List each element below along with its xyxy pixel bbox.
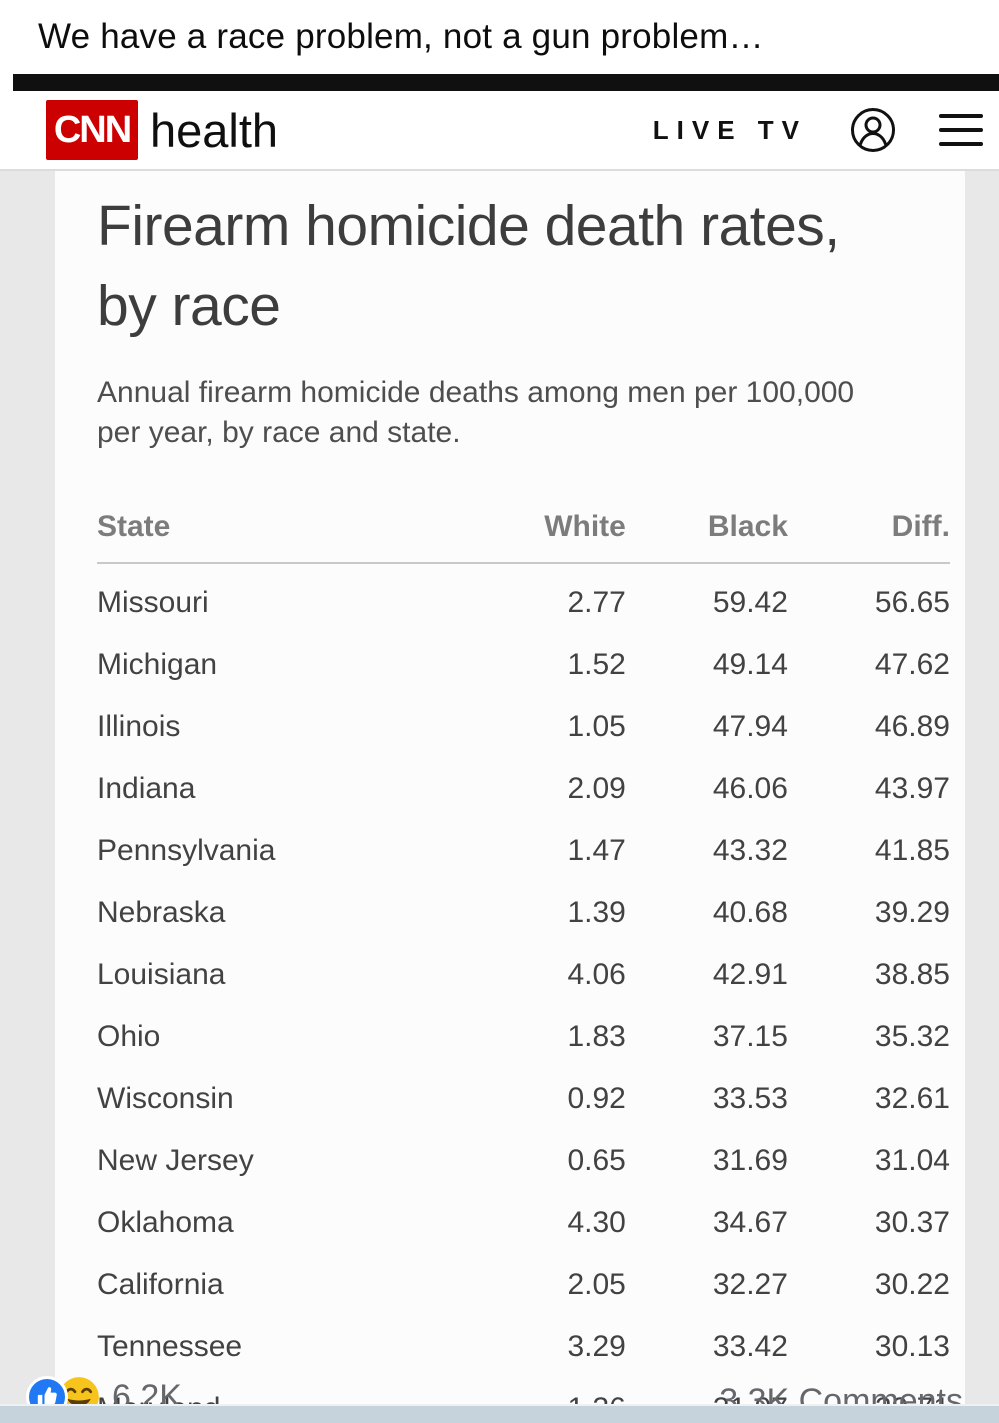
table-row: Nebraska 1.39 40.68 39.29 <box>97 882 950 944</box>
bottom-bar <box>0 1404 999 1423</box>
article-title: Firearm homicide death rates, by race <box>97 194 840 338</box>
white-rate-cell: 2.09 <box>567 772 626 806</box>
diff-cell: 39.29 <box>874 896 950 930</box>
state-cell: California <box>97 1268 224 1302</box>
white-rate-cell: 1.05 <box>567 710 626 744</box>
black-rate-cell: 59.42 <box>712 586 788 620</box>
article-area: Firearm homicide death rates, by race An… <box>0 171 999 1421</box>
table-row: Louisiana 4.06 42.91 38.85 <box>97 944 950 1006</box>
table-row: California 2.05 32.27 30.22 <box>97 1254 950 1316</box>
table-body: Missouri 2.77 59.42 56.65 Michigan 1.52 … <box>97 563 950 1421</box>
state-cell: Louisiana <box>97 958 226 992</box>
state-cell: Nebraska <box>97 896 226 930</box>
col-header-black: Black <box>625 510 788 565</box>
table-row: Ohio 1.83 37.15 35.32 <box>97 1006 950 1068</box>
cnn-header: CNN health LIVE TV <box>0 91 999 171</box>
white-rate-cell: 4.06 <box>567 958 626 992</box>
cnn-logo[interactable]: CNN <box>46 100 138 160</box>
black-rate-cell: 37.15 <box>712 1020 788 1054</box>
table-row: Oklahoma 4.30 34.67 30.37 <box>97 1192 950 1254</box>
white-rate-cell: 1.39 <box>567 896 626 930</box>
divider-bar <box>13 74 999 91</box>
state-cell: Indiana <box>97 772 196 806</box>
white-rate-cell: 1.47 <box>567 834 626 868</box>
col-header-white: White <box>421 510 626 565</box>
black-rate-cell: 46.06 <box>712 772 788 806</box>
header-right-group: LIVE TV <box>653 106 983 154</box>
table-row: Tennessee 3.29 33.42 30.13 <box>97 1316 950 1378</box>
state-cell: Oklahoma <box>97 1206 234 1240</box>
diff-cell: 43.97 <box>874 772 950 806</box>
black-rate-cell: 42.91 <box>712 958 788 992</box>
diff-cell: 30.13 <box>874 1330 950 1364</box>
col-header-state: State <box>97 510 422 565</box>
state-cell: New Jersey <box>97 1144 254 1178</box>
black-rate-cell: 47.94 <box>712 710 788 744</box>
white-rate-cell: 4.30 <box>567 1206 626 1240</box>
black-rate-cell: 33.42 <box>712 1330 788 1364</box>
table-row: Indiana 2.09 46.06 43.97 <box>97 758 950 820</box>
diff-cell: 46.89 <box>874 710 950 744</box>
diff-cell: 30.37 <box>874 1206 950 1240</box>
black-rate-cell: 49.14 <box>712 648 788 682</box>
table-row: Pennsylvania 1.47 43.32 41.85 <box>97 820 950 882</box>
article-card: Firearm homicide death rates, by race An… <box>55 171 965 1421</box>
account-icon[interactable] <box>849 106 897 154</box>
diff-cell: 31.04 <box>874 1144 950 1178</box>
diff-cell: 56.65 <box>874 586 950 620</box>
table-row: Illinois 1.05 47.94 46.89 <box>97 696 950 758</box>
diff-cell: 32.61 <box>874 1082 950 1116</box>
black-rate-cell: 31.69 <box>712 1144 788 1178</box>
article-subtitle: Annual firearm homicide deaths among men… <box>97 375 855 450</box>
black-rate-cell: 34.67 <box>712 1206 788 1240</box>
black-rate-cell: 33.53 <box>712 1082 788 1116</box>
diff-cell: 38.85 <box>874 958 950 992</box>
state-cell: Missouri <box>97 586 209 620</box>
table-row: Missouri 2.77 59.42 56.65 <box>97 563 950 634</box>
state-cell: Illinois <box>97 710 181 744</box>
black-rate-cell: 32.27 <box>712 1268 788 1302</box>
diff-cell: 47.62 <box>874 648 950 682</box>
table-header-row: State White Black Diff. <box>97 510 950 565</box>
table-row: Wisconsin 0.92 33.53 32.61 <box>97 1068 950 1130</box>
state-cell: Tennessee <box>97 1330 243 1364</box>
live-tv-link[interactable]: LIVE TV <box>652 114 807 145</box>
table-row: Michigan 1.52 49.14 47.62 <box>97 634 950 696</box>
table-row: New Jersey 0.65 31.69 31.04 <box>97 1130 950 1192</box>
white-rate-cell: 0.92 <box>567 1082 626 1116</box>
white-rate-cell: 1.83 <box>567 1020 626 1054</box>
white-rate-cell: 2.77 <box>567 586 626 620</box>
state-cell: Ohio <box>97 1020 161 1054</box>
section-title[interactable]: health <box>150 103 279 157</box>
state-cell: Pennsylvania <box>97 834 276 868</box>
col-header-diff: Diff. <box>787 510 950 565</box>
black-rate-cell: 43.32 <box>712 834 788 868</box>
diff-cell: 35.32 <box>874 1020 950 1054</box>
post-caption: We have a race problem, not a gun proble… <box>0 0 999 74</box>
white-rate-cell: 1.52 <box>567 648 626 682</box>
white-rate-cell: 2.05 <box>567 1268 626 1302</box>
state-cell: Wisconsin <box>97 1082 234 1116</box>
menu-icon[interactable] <box>939 110 983 150</box>
white-rate-cell: 0.65 <box>567 1144 626 1178</box>
white-rate-cell: 3.29 <box>567 1330 626 1364</box>
state-cell: Michigan <box>97 648 218 682</box>
diff-cell: 41.85 <box>874 834 950 868</box>
diff-cell: 30.22 <box>874 1268 950 1302</box>
data-table: State White Black Diff. Missouri 2.77 59… <box>97 510 950 1421</box>
black-rate-cell: 40.68 <box>712 896 788 930</box>
